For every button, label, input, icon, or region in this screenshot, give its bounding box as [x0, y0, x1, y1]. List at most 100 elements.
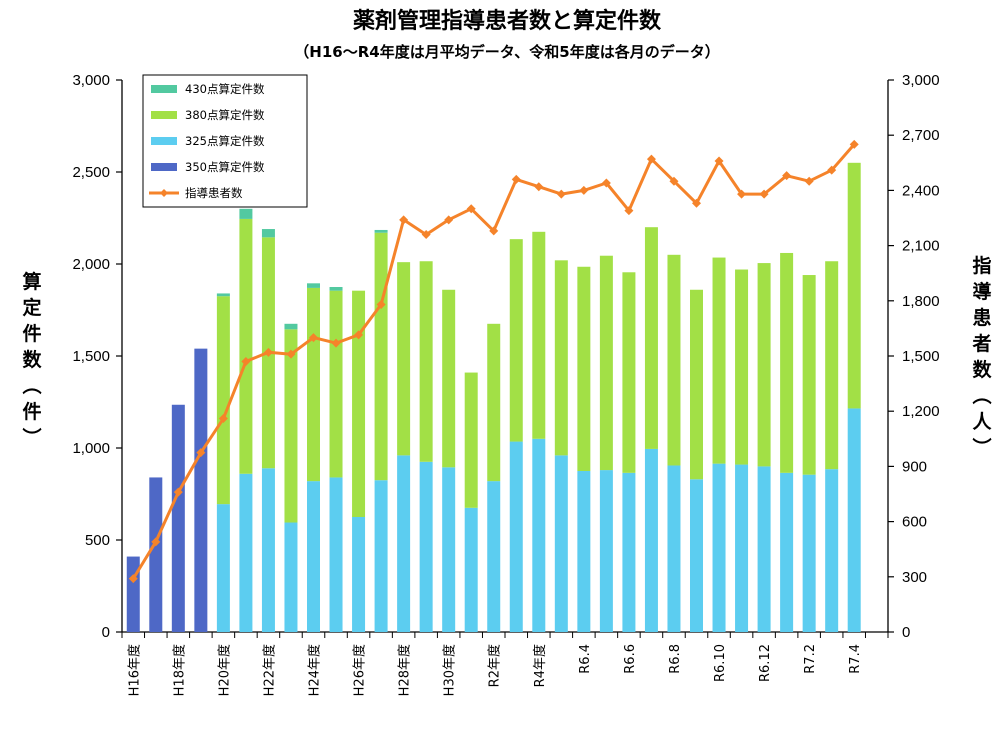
bar-segment: [419, 261, 433, 462]
x-tick-label: H24年度: [307, 644, 323, 696]
bar-segment: [599, 255, 613, 471]
bar-segment: [780, 472, 794, 632]
bar-segment: [307, 283, 320, 288]
bar-segment: [464, 507, 478, 632]
line-point: [737, 189, 747, 199]
left-tick-label: 3,000: [72, 72, 110, 89]
bar-segment: [757, 263, 771, 467]
right-axis-label-char: 数: [972, 358, 992, 381]
x-tick-label: R7.2: [803, 644, 818, 674]
bar-segment: [487, 481, 501, 632]
bar-segment: [307, 481, 320, 632]
line-point: [624, 206, 634, 216]
bar-segment: [149, 477, 163, 632]
legend-swatch: [151, 111, 177, 119]
left-axis-label-char: 定: [22, 296, 41, 319]
right-axis: 0 300 600 900 1,200 1,500 1,800 2,100 2,400 2,700…: [887, 72, 940, 641]
line-point: [173, 487, 183, 497]
x-tick-label: H22年度: [261, 644, 277, 696]
right-tick-label: 600: [902, 514, 927, 531]
legend-label: 325点算定件数: [185, 134, 265, 148]
bar-segment: [802, 275, 816, 475]
right-tick-label: 3,000: [902, 72, 940, 89]
chart-title: 薬剤管理指導患者数と算定件数: [353, 8, 662, 34]
line-point: [128, 574, 138, 584]
right-tick-label: 0: [902, 624, 910, 641]
line-point: [782, 171, 792, 181]
bar-segment: [374, 229, 388, 233]
line-point: [309, 333, 318, 343]
legend-label: 380点算定件数: [185, 108, 265, 122]
bar-segment: [712, 257, 726, 464]
bar-segment: [667, 254, 681, 466]
line-point: [444, 215, 454, 225]
bar-segment: [352, 290, 366, 517]
line-point: [218, 414, 228, 424]
line-point: [421, 230, 431, 240]
right-axis-label-char: （: [970, 385, 993, 404]
x-tick-label: H28年度: [397, 644, 413, 696]
bar-segment: [509, 441, 523, 632]
bar-segment: [554, 455, 568, 632]
bar-segment: [487, 323, 501, 482]
line-point: [646, 154, 656, 164]
x-tick-label: R6.12: [758, 644, 773, 682]
bar-segment: [284, 522, 298, 632]
bar-segment: [847, 162, 861, 409]
left-tick-label: 2,500: [72, 164, 110, 181]
right-tick-label: 2,100: [902, 238, 940, 255]
bar-segment: [397, 455, 411, 632]
left-axis-label-char: 件: [22, 400, 41, 423]
x-tick-label: R6.10: [713, 644, 728, 682]
legend-label: 350点算定件数: [185, 160, 265, 174]
left-tick-label: 500: [85, 532, 110, 549]
right-axis-label-char: 患: [972, 306, 991, 329]
x-axis: H16年度 H18年度 H20年度 H22年度 H24年度 H26年度 H28年度 H30年度…: [121, 631, 889, 696]
bar-layer: [126, 162, 861, 632]
right-tick-label: 2,700: [902, 127, 940, 144]
left-axis-label-char: ）: [20, 427, 43, 446]
bar-segment: [667, 465, 681, 632]
line-point: [579, 185, 589, 195]
right-axis-label-char: 導: [972, 280, 991, 303]
right-tick-label: 1,200: [902, 403, 940, 420]
x-tick-label: R7.4: [848, 644, 863, 674]
left-axis-label-char: （: [20, 375, 43, 394]
right-tick-label: 900: [902, 458, 927, 475]
bar-segment: [622, 472, 636, 632]
line-point: [151, 537, 161, 547]
bar-segment: [284, 323, 298, 330]
bar-segment: [352, 517, 366, 632]
bar-segment: [442, 467, 456, 632]
bar-segment: [599, 470, 613, 632]
line-point: [376, 299, 386, 309]
bar-segment: [622, 272, 636, 473]
line-point: [556, 189, 566, 199]
left-axis-label: 算定件数（件）: [20, 270, 43, 447]
bar-segment: [464, 372, 478, 508]
bar-segment: [442, 289, 456, 468]
left-tick-label: 0: [102, 624, 110, 641]
bar-segment: [419, 461, 433, 632]
left-tick-label: 2,000: [72, 256, 110, 273]
x-tick-label: H26年度: [352, 644, 368, 696]
left-tick-label: 1,000: [72, 440, 110, 457]
right-axis-label-char: 者: [972, 333, 991, 355]
line-point: [601, 178, 611, 188]
line-point: [714, 156, 724, 166]
legend-marker: [160, 189, 168, 197]
bar-segment: [216, 293, 230, 297]
line-point: [827, 165, 837, 175]
bar-segment: [216, 296, 230, 505]
line-point: [849, 139, 859, 149]
left-axis-label-char: 数: [22, 348, 42, 371]
bar-segment: [757, 466, 771, 632]
bar-segment: [239, 208, 253, 219]
right-axis-label: 指導患者数 （ 人 ）: [970, 255, 993, 457]
x-tick-label: R6.8: [668, 644, 683, 674]
bar-segment: [329, 477, 343, 632]
bar-segment: [171, 404, 185, 632]
bar-segment: [239, 473, 253, 632]
bar-segment: [194, 348, 208, 632]
